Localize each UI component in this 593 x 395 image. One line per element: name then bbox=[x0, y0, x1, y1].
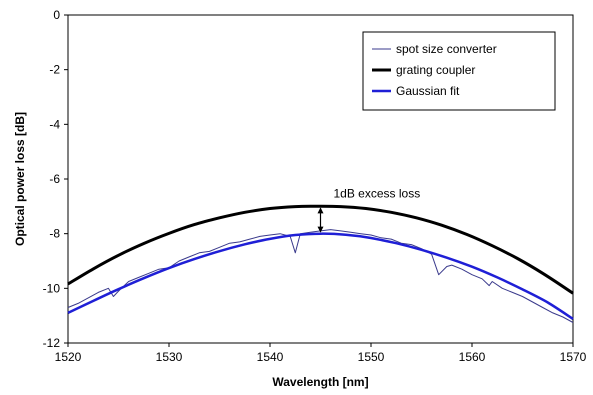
y-tick-label: 0 bbox=[53, 8, 60, 22]
x-tick-label: 1520 bbox=[55, 350, 82, 364]
x-tick-label: 1560 bbox=[459, 350, 486, 364]
series-line-gaussian-fit bbox=[67, 232, 574, 320]
x-tick-label: 1570 bbox=[560, 350, 587, 364]
x-tick-label: 1550 bbox=[358, 350, 385, 364]
y-tick-label: -10 bbox=[43, 281, 61, 295]
y-tick-label: -6 bbox=[49, 172, 60, 186]
legend-label: grating coupler bbox=[396, 63, 475, 77]
y-axis-title: Optical power loss [dB] bbox=[13, 112, 27, 246]
x-tick-label: 1530 bbox=[156, 350, 183, 364]
legend-label: Gaussian fit bbox=[396, 84, 460, 98]
y-tick-label: -12 bbox=[43, 336, 61, 350]
y-tick-label: -8 bbox=[49, 227, 60, 241]
legend: spot size converter grating coupler Gaussi… bbox=[362, 31, 556, 111]
y-tick-label: -4 bbox=[49, 117, 60, 131]
annotation-arrowhead-up bbox=[317, 207, 324, 214]
x-axis: 1520 1530 1540 1550 1560 1570 bbox=[55, 343, 587, 364]
legend-box bbox=[362, 31, 556, 111]
y-axis: 0 -2 -4 -6 -8 -10 -12 bbox=[43, 8, 68, 350]
annotation-arrowhead-down bbox=[317, 226, 324, 233]
legend-label: spot size converter bbox=[396, 42, 497, 56]
series-line-grating-coupler bbox=[67, 204, 574, 295]
x-axis-title: Wavelength [nm] bbox=[272, 375, 368, 389]
x-tick-label: 1540 bbox=[257, 350, 284, 364]
annotation-layer: 1dB excess loss bbox=[317, 186, 421, 233]
y-tick-label: -2 bbox=[49, 63, 60, 77]
annotation-label: 1dB excess loss bbox=[334, 186, 421, 200]
